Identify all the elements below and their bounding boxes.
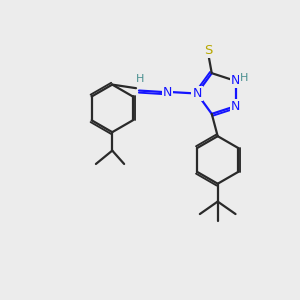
Text: N: N: [231, 74, 240, 87]
Text: S: S: [205, 44, 213, 57]
Text: N: N: [163, 85, 172, 98]
Text: H: H: [136, 74, 144, 84]
Text: N: N: [192, 87, 202, 100]
Text: N: N: [231, 100, 240, 112]
Text: H: H: [240, 73, 248, 83]
